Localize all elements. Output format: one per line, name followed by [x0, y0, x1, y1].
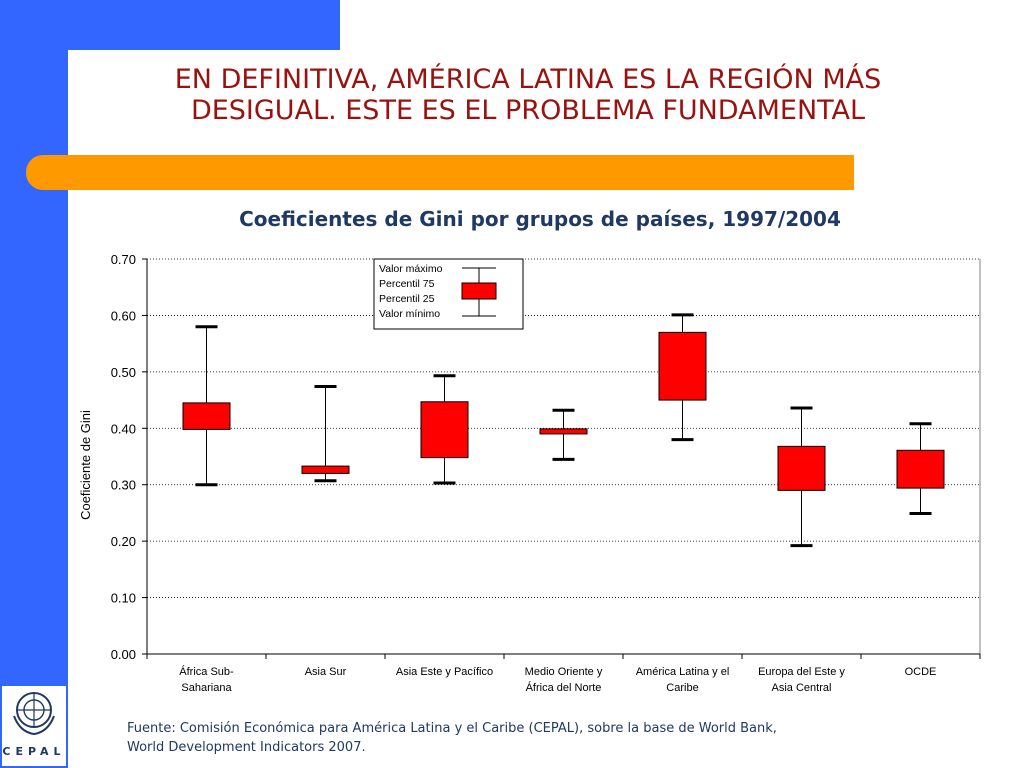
slide-title: EN DEFINITIVA, AMÉRICA LATINA ES LA REGI… [100, 64, 956, 126]
x-category-label: Asia Este y Pacífico [396, 666, 493, 678]
category-labels: África Sub- Sahariana Asia Sur Asia Este y … [179, 665, 936, 694]
y-tick-label: 0.70 [111, 252, 136, 267]
box-p25-p75 [420, 401, 469, 459]
x-category-label-line2: Sahariana [181, 682, 232, 694]
x-category-label-line2: África del Norte [526, 681, 602, 694]
x-category-label: América Latina y el [636, 666, 730, 678]
box-group [658, 313, 707, 442]
x-category-label: Europa del Este y [758, 666, 845, 678]
axes: 0.00 0.10 0.20 0.30 0.40 0.50 0.60 0.70 [111, 252, 981, 662]
legend-box-sample [461, 282, 497, 300]
source-note: Fuente: Comisión Económica para América … [127, 721, 777, 755]
box-group [182, 325, 231, 487]
grid-lines [147, 258, 981, 654]
box-group [420, 374, 469, 485]
box-group [539, 408, 588, 461]
legend-label-max: Valor máximo [379, 263, 443, 275]
slide-title-line-2: DESIGUAL. ESTE ES EL PROBLEMA FUNDAMENTA… [190, 95, 866, 126]
box-p25-p75 [777, 445, 826, 491]
box-group [777, 406, 826, 548]
legend-label-p25: Percentil 25 [379, 293, 435, 305]
cepal-wordmark: CEPAL [2, 745, 66, 758]
legend-label-min: Valor mínimo [379, 308, 440, 320]
box-p25-p75 [182, 402, 231, 430]
un-emblem-icon [13, 692, 55, 736]
x-category-label-line2: Asia Central [772, 682, 832, 694]
box-p25-p75 [539, 428, 588, 435]
x-category-label: África Sub- [179, 665, 234, 678]
boxes [182, 313, 945, 548]
box-group [896, 422, 945, 515]
x-category-label-line2: Caribe [666, 682, 698, 694]
chart-legend: Valor máximo Percentil 75 Percentil 25 V… [373, 258, 524, 330]
y-tick-label: 0.60 [111, 308, 136, 323]
y-axis-label: Coeficiente de Gini [78, 410, 93, 520]
legend-frame [373, 258, 524, 330]
orange-accent-bar [26, 155, 854, 190]
y-tick-label: 0.10 [111, 591, 136, 606]
box-p25-p75 [658, 331, 707, 401]
box-p25-p75 [896, 449, 945, 489]
y-tick-label: 0.00 [111, 647, 136, 662]
y-tick-label: 0.30 [111, 478, 136, 493]
box-group [301, 385, 350, 483]
x-category-label: Asia Sur [305, 666, 347, 678]
chart-title: Coeficientes de Gini por grupos de paíse… [239, 207, 841, 231]
left-blue-band [0, 0, 68, 768]
slide-title-line-1: EN DEFINITIVA, AMÉRICA LATINA ES LA REGI… [174, 64, 882, 95]
x-category-label: OCDE [905, 666, 937, 678]
top-blue-band [0, 0, 340, 50]
x-category-label: Medio Oriente y [525, 666, 603, 678]
y-tick-label: 0.50 [111, 365, 136, 380]
cepal-logo [2, 686, 66, 766]
legend-label-p75: Percentil 75 [379, 278, 435, 290]
box-plot-chart: 0.00 0.10 0.20 0.30 0.40 0.50 0.60 0.70 África … [78, 252, 981, 694]
y-tick-label: 0.40 [111, 421, 136, 436]
box-p25-p75 [301, 465, 350, 474]
y-tick-label: 0.20 [111, 534, 136, 549]
